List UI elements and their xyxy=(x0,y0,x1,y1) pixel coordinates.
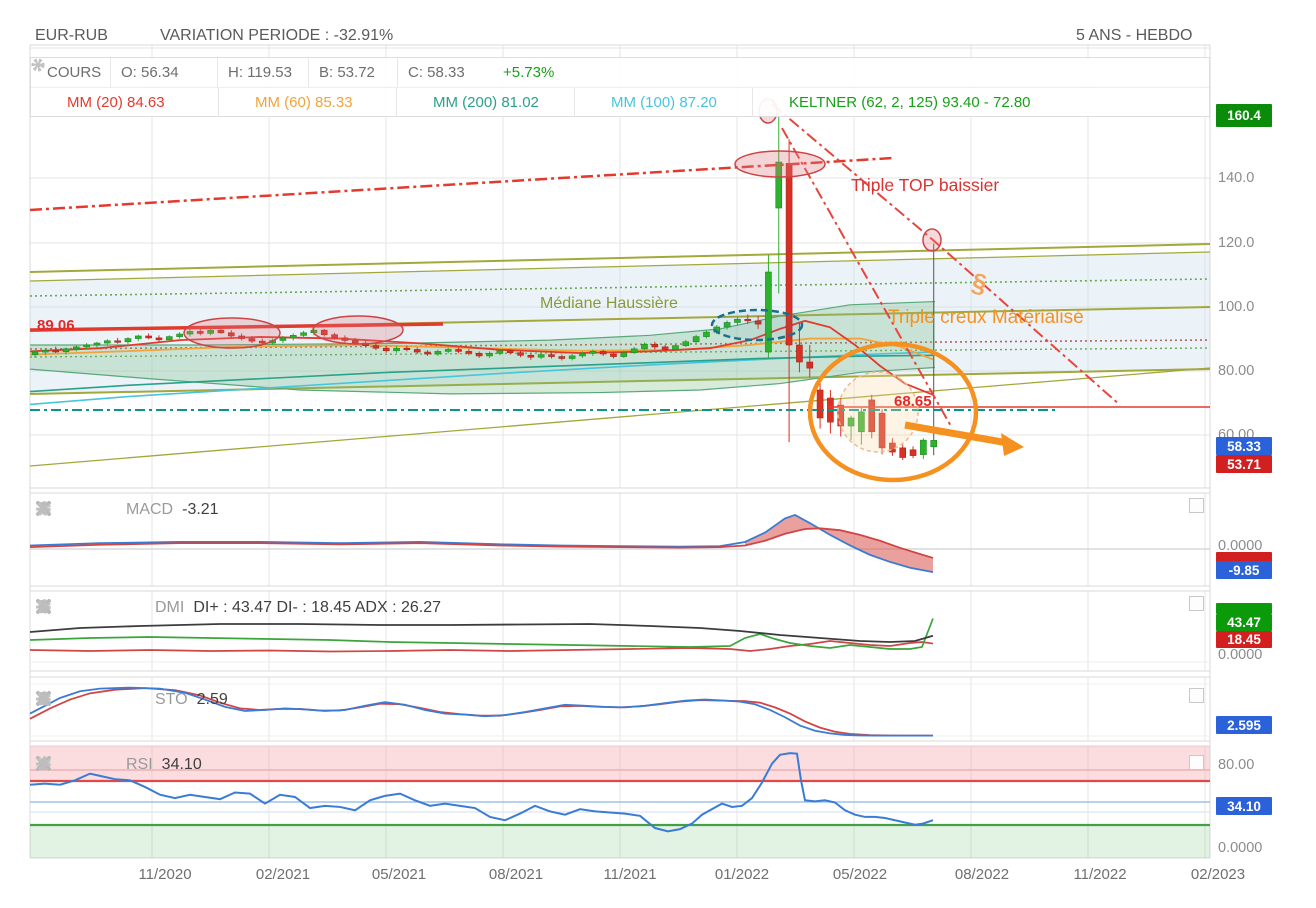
price-badge: 160.4 xyxy=(1216,104,1272,127)
move-up-icon[interactable] xyxy=(37,690,113,710)
rsi-checkbox[interactable] xyxy=(1189,755,1204,770)
macd-title: MACD xyxy=(126,501,174,518)
dmi-checkbox[interactable] xyxy=(1189,596,1204,611)
move-down-icon[interactable] xyxy=(37,500,113,520)
y-axis-label: 0.0000 xyxy=(1218,647,1263,663)
price-badge: 43.47 xyxy=(1216,614,1272,631)
timeframe-label[interactable]: 5 ANS - HEBDO xyxy=(1076,27,1193,44)
x-axis-label: 02/2023 xyxy=(1190,866,1246,883)
x-axis-label: 11/2022 xyxy=(1073,866,1127,883)
y-axis-label: 0.0000 xyxy=(1218,840,1263,856)
triple-creux-label[interactable]: Triple creux Matérialisé xyxy=(888,307,1084,328)
mediane-haussiere-label[interactable]: Médiane Haussière xyxy=(540,295,678,312)
sto-value: 2.59 xyxy=(196,691,228,708)
price-badge: 53.71 xyxy=(1216,455,1272,473)
legend-indicator-label: MM (200) 81.02 xyxy=(433,94,539,111)
dmi-value: DI+ : 43.47 DI- : 18.45 ADX : 26.27 xyxy=(193,599,442,616)
price-badge: 2.595 xyxy=(1216,716,1272,734)
legend-close: C: 58.33 xyxy=(408,64,465,81)
legend-high: H: 119.53 xyxy=(218,58,309,87)
rsi-value: 34.10 xyxy=(161,756,202,773)
legend-indicator-1: MM (20) 84.63 xyxy=(31,58,219,117)
legend-indicator-label: MM (20) 84.63 xyxy=(67,94,165,111)
legend-change: +5.73% xyxy=(503,64,555,81)
y-axis-label: 100.0 xyxy=(1218,299,1255,315)
gear-icon[interactable] xyxy=(36,598,84,618)
y-axis-label: 140.0 xyxy=(1218,170,1255,186)
triple-top-label[interactable]: Triple TOP baissier xyxy=(851,175,1000,195)
y-axis-label: 80.00 xyxy=(1218,757,1255,773)
gear-icon[interactable] xyxy=(31,58,249,113)
x-axis-label: 08/2021 xyxy=(488,866,544,883)
legend-indicator-label: MM (100) 87.20 xyxy=(611,94,717,111)
move-up-icon[interactable] xyxy=(37,755,113,775)
x-axis-label: 11/2021 xyxy=(603,866,657,883)
legend-low: B: 53.72 xyxy=(309,58,398,87)
x-axis-label: 01/2022 xyxy=(714,866,770,883)
price-badge: 18.45 xyxy=(1216,631,1272,648)
y-axis-label: 80.00 xyxy=(1218,363,1255,379)
move-up-icon[interactable] xyxy=(37,598,113,618)
legend-indicator-label: MM (60) 85.33 xyxy=(255,94,353,111)
macd-checkbox[interactable] xyxy=(1189,498,1204,513)
x-axis-label: 08/2022 xyxy=(954,866,1010,883)
y-axis-label: 0.0000 xyxy=(1218,538,1263,554)
x-axis-label: 05/2021 xyxy=(371,866,427,883)
cours-label: COURS xyxy=(47,64,102,81)
price-badge xyxy=(1216,603,1272,614)
move-down-icon[interactable] xyxy=(37,598,142,618)
legend-indicator-3: MM (200) 81.02 xyxy=(31,58,575,117)
macd-value: -3.21 xyxy=(182,501,219,518)
legend-indicator-4: MM (100) 87.20 xyxy=(31,58,753,117)
x-axis-label: 11/2020 xyxy=(138,866,192,883)
gear-icon[interactable] xyxy=(36,755,84,775)
gear-icon[interactable] xyxy=(31,58,605,113)
x-axis-label: 02/2021 xyxy=(255,866,311,883)
gear-icon[interactable] xyxy=(31,58,427,113)
gear-icon[interactable] xyxy=(36,500,84,520)
sto-panel-header: STO 2.59 xyxy=(35,690,228,710)
legend-open: O: 56.34 xyxy=(111,58,218,87)
x-axis-label: 05/2022 xyxy=(832,866,888,883)
rsi-title: RSI xyxy=(126,756,153,773)
price-badge: 58.33 xyxy=(1216,437,1272,455)
legend-box: COURS O: 56.34 H: 119.53 B: 53.72 C: 58.… xyxy=(30,57,1210,117)
dmi-panel-header: DMI DI+ : 43.47 DI- : 18.45 ADX : 26.27 xyxy=(35,598,441,618)
gear-icon[interactable] xyxy=(36,690,84,710)
legend-indicator-5: KELTNER (62, 2, 125) 93.40 - 72.80 xyxy=(31,58,1113,117)
price-level-89-label: 89.06 xyxy=(37,317,75,334)
move-down-icon[interactable] xyxy=(37,690,142,710)
y-axis-label: 120.0 xyxy=(1218,235,1255,251)
price-badge: -9.85 xyxy=(1216,561,1272,579)
period-variation: VARIATION PERIODE : -32.91% xyxy=(160,27,394,44)
legend-row-indicators: MM (20) 84.63 MM (60) 85.33 MM (200) 81.02… xyxy=(31,58,1209,117)
sto-title: STO xyxy=(155,691,188,708)
sto-checkbox[interactable] xyxy=(1189,688,1204,703)
macd-panel-header: MACD -3.21 xyxy=(35,500,219,520)
gear-icon[interactable] xyxy=(31,58,783,113)
legend-row-cours: COURS O: 56.34 H: 119.53 B: 53.72 C: 58.… xyxy=(31,58,1209,88)
price-level-68-label: 68.65 xyxy=(894,393,932,410)
legend-indicator-label: KELTNER (62, 2, 125) 93.40 - 72.80 xyxy=(789,94,1031,111)
legend-indicator-2: MM (60) 85.33 xyxy=(31,58,397,117)
gear-icon[interactable] xyxy=(31,58,61,113)
symbol-title: EUR-RUB xyxy=(35,27,108,44)
price-badge: 34.10 xyxy=(1216,797,1272,815)
rsi-panel-header: RSI 34.10 xyxy=(35,755,202,775)
dmi-title: DMI xyxy=(155,599,185,616)
